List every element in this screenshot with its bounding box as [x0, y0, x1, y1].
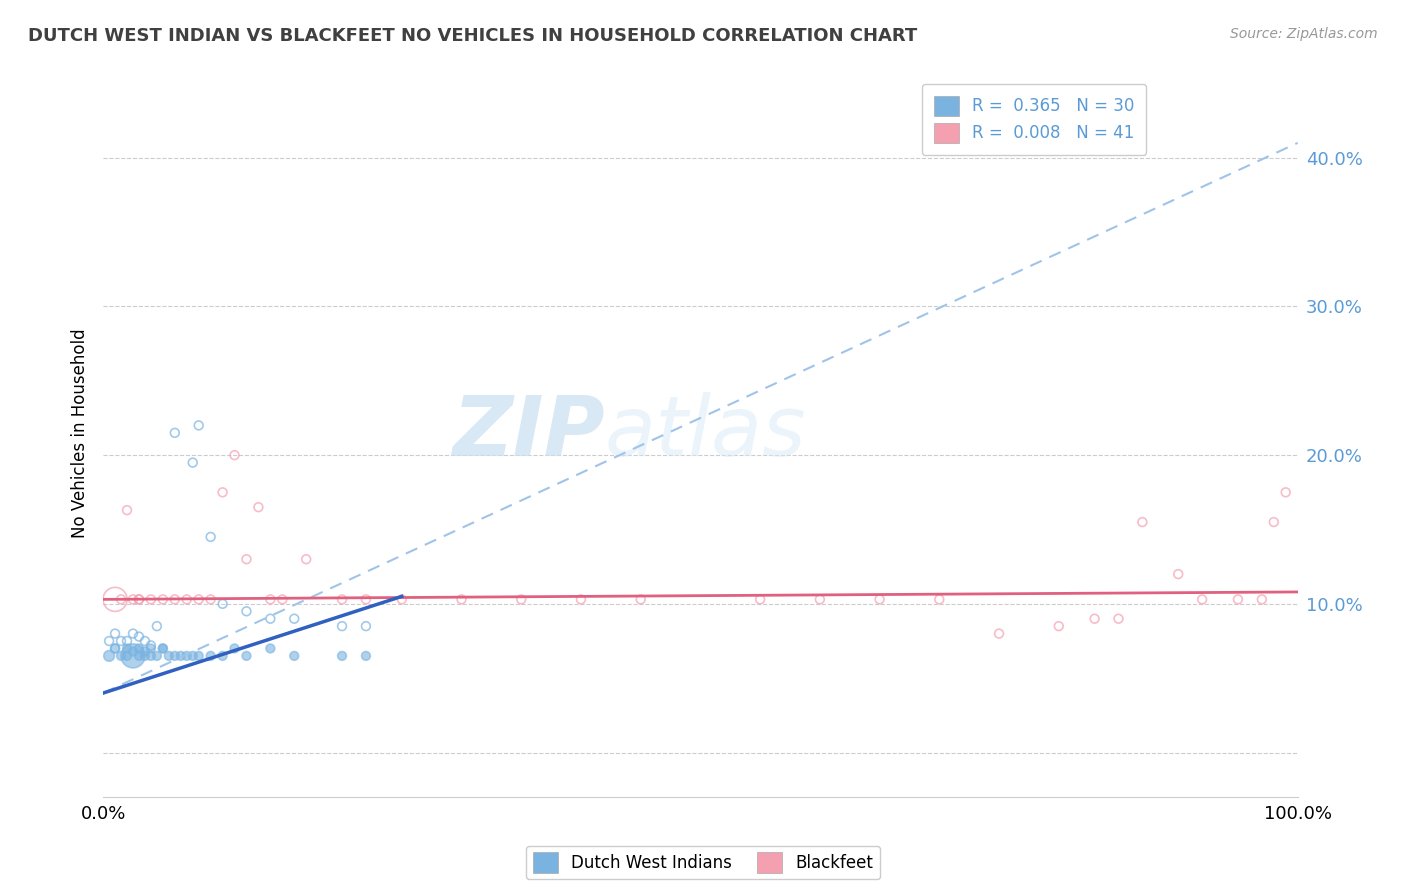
- Point: [110, 634, 132, 648]
- Point: [283, 612, 305, 626]
- Point: [139, 641, 162, 656]
- Point: [354, 592, 377, 607]
- Point: [128, 592, 150, 607]
- Point: [224, 641, 246, 656]
- Point: [235, 552, 257, 566]
- Point: [295, 552, 318, 566]
- Point: [152, 641, 174, 656]
- Point: [181, 648, 204, 663]
- Point: [235, 648, 257, 663]
- Point: [187, 592, 209, 607]
- Point: [1108, 612, 1130, 626]
- Point: [139, 639, 162, 653]
- Point: [749, 592, 772, 607]
- Point: [152, 641, 174, 656]
- Point: [224, 448, 246, 462]
- Point: [139, 648, 162, 663]
- Point: [163, 425, 186, 440]
- Y-axis label: No Vehicles in Household: No Vehicles in Household: [72, 328, 89, 538]
- Point: [630, 592, 652, 607]
- Point: [115, 648, 138, 663]
- Point: [122, 644, 145, 658]
- Point: [1167, 567, 1189, 582]
- Point: [98, 648, 121, 663]
- Point: [134, 644, 156, 658]
- Point: [157, 648, 180, 663]
- Point: [128, 648, 150, 663]
- Point: [98, 634, 121, 648]
- Point: [247, 500, 270, 515]
- Point: [450, 592, 472, 607]
- Point: [510, 592, 533, 607]
- Point: [330, 648, 353, 663]
- Point: [1191, 592, 1213, 607]
- Point: [104, 641, 127, 656]
- Point: [146, 619, 169, 633]
- Point: [808, 592, 831, 607]
- Text: Source: ZipAtlas.com: Source: ZipAtlas.com: [1230, 27, 1378, 41]
- Point: [176, 592, 198, 607]
- Point: [128, 641, 150, 656]
- Point: [211, 597, 233, 611]
- Point: [115, 634, 138, 648]
- Point: [134, 648, 156, 663]
- Text: ZIP: ZIP: [453, 392, 605, 474]
- Point: [122, 592, 145, 607]
- Point: [170, 648, 193, 663]
- Point: [259, 641, 281, 656]
- Point: [122, 626, 145, 640]
- Point: [176, 648, 198, 663]
- Point: [869, 592, 891, 607]
- Point: [187, 648, 209, 663]
- Point: [139, 592, 162, 607]
- Point: [391, 592, 413, 607]
- Point: [163, 592, 186, 607]
- Point: [569, 592, 592, 607]
- Point: [211, 485, 233, 500]
- Point: [354, 619, 377, 633]
- Point: [104, 641, 127, 656]
- Point: [354, 648, 377, 663]
- Point: [115, 503, 138, 517]
- Point: [1274, 485, 1296, 500]
- Point: [283, 648, 305, 663]
- Point: [259, 592, 281, 607]
- Point: [200, 592, 222, 607]
- Point: [163, 648, 186, 663]
- Legend: Dutch West Indians, Blackfeet: Dutch West Indians, Blackfeet: [526, 846, 880, 880]
- Point: [104, 626, 127, 640]
- Point: [200, 530, 222, 544]
- Point: [928, 592, 950, 607]
- Text: DUTCH WEST INDIAN VS BLACKFEET NO VEHICLES IN HOUSEHOLD CORRELATION CHART: DUTCH WEST INDIAN VS BLACKFEET NO VEHICL…: [28, 27, 917, 45]
- Point: [1226, 592, 1249, 607]
- Point: [330, 592, 353, 607]
- Point: [1132, 515, 1154, 529]
- Point: [122, 648, 145, 663]
- Point: [104, 592, 127, 607]
- Point: [152, 592, 174, 607]
- Point: [271, 592, 294, 607]
- Point: [1263, 515, 1285, 529]
- Point: [181, 456, 204, 470]
- Point: [128, 592, 150, 607]
- Point: [115, 641, 138, 656]
- Point: [259, 612, 281, 626]
- Text: atlas: atlas: [605, 392, 807, 474]
- Point: [211, 648, 233, 663]
- Point: [110, 648, 132, 663]
- Point: [200, 648, 222, 663]
- Legend: R =  0.365   N = 30, R =  0.008   N = 41: R = 0.365 N = 30, R = 0.008 N = 41: [922, 84, 1146, 155]
- Point: [235, 604, 257, 618]
- Point: [187, 418, 209, 433]
- Point: [146, 648, 169, 663]
- Point: [134, 634, 156, 648]
- Point: [988, 626, 1011, 640]
- Point: [1047, 619, 1070, 633]
- Point: [330, 619, 353, 633]
- Point: [128, 630, 150, 644]
- Point: [110, 592, 132, 607]
- Point: [1250, 592, 1272, 607]
- Point: [1084, 612, 1107, 626]
